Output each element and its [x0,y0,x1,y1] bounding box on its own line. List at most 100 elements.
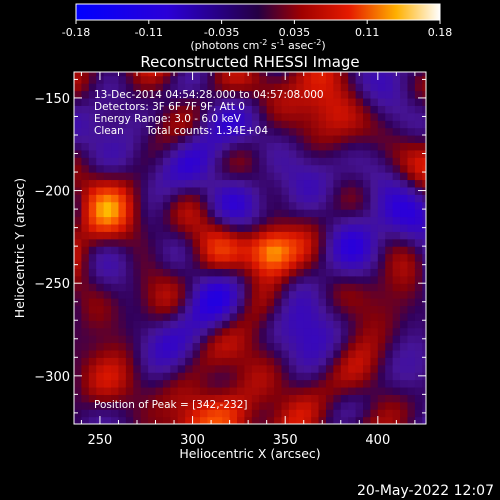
heatmap-cell [392,127,401,136]
heatmap-cell [148,401,157,410]
heatmap-cell [170,216,179,225]
heatmap-cell [333,394,342,403]
heatmap-cell [385,379,394,388]
heatmap-cell [296,409,305,418]
heatmap-cell [140,179,149,188]
heatmap-cell [340,253,349,262]
heatmap-cell [303,238,312,247]
heatmap-cell [400,142,409,151]
heatmap-cell [392,372,401,381]
heatmap-cell [340,164,349,173]
heatmap-cell [244,409,253,418]
heatmap-cell [303,75,312,84]
heatmap-cell [103,105,112,114]
heatmap-cell [140,253,149,262]
heatmap-cell [414,231,423,240]
heatmap-cell [355,105,364,114]
heatmap-cell [237,179,246,188]
heatmap-cell [363,327,372,336]
heatmap-cell [229,342,238,351]
heatmap-cell [148,127,157,136]
heatmap-cell [422,401,426,410]
heatmap-cell [192,298,201,307]
heatmap-cell [125,260,134,269]
heatmap-cell [407,312,416,321]
heatmap-cell [229,268,238,277]
heatmap-cell [333,75,342,84]
heatmap-cell [74,105,83,114]
heatmap-cell [192,72,201,77]
heatmap-cell [296,320,305,329]
heatmap-cell [340,320,349,329]
heatmap-cell [237,364,246,373]
heatmap-cell [288,238,297,247]
heatmap-cell [422,253,426,262]
heatmap-cell [251,112,260,121]
heatmap-cell [370,342,379,351]
heatmap-cell [177,105,186,114]
heatmap-cell [177,157,186,166]
heatmap-cell [192,349,201,358]
heatmap-cell [385,386,394,395]
heatmap-cell [118,238,127,247]
heatmap-cell [251,194,260,203]
heatmap-cell [111,75,120,84]
heatmap-cell [214,90,223,99]
heatmap-cell [192,157,201,166]
heatmap-cell [325,298,334,307]
heatmap-cell [266,253,275,262]
heatmap-cell [125,283,134,292]
heatmap-cell [377,409,386,418]
heatmap-cell [96,194,105,203]
heatmap-cell [125,253,134,262]
heatmap-cell [96,112,105,121]
heatmap-cell [340,105,349,114]
heatmap-cell [81,231,90,240]
heatmap-cell [318,342,327,351]
heatmap-cell [318,164,327,173]
heatmap-cell [170,75,179,84]
heatmap-cell [392,394,401,403]
heatmap-cell [355,90,364,99]
heatmap-cell [392,283,401,292]
heatmap-cell [162,201,171,210]
heatmap-cell [370,186,379,195]
heatmap-cell [348,149,357,158]
heatmap-cell [259,149,268,158]
heatmap-cell [222,342,231,351]
heatmap-cell [185,223,194,232]
heatmap-cell [125,120,134,129]
heatmap-cell [177,75,186,84]
heatmap-cell [192,172,201,181]
heatmap-cell [207,372,216,381]
heatmap-cell [244,342,253,351]
heatmap-cell [222,134,231,143]
heatmap-cell [199,268,208,277]
heatmap-cell [118,401,127,410]
annotation-peak-position: Position of Peak = [342,-232] [94,399,248,411]
heatmap-cell [296,186,305,195]
heatmap-cell [170,223,179,232]
heatmap-cell [214,83,223,92]
heatmap-cell [266,75,275,84]
heatmap-cell [333,349,342,358]
heatmap-cell [325,416,334,424]
heatmap-cell [281,342,290,351]
heatmap-cell [118,194,127,203]
heatmap-cell [207,194,216,203]
heatmap-cell [303,290,312,299]
heatmap-cell [96,305,105,314]
heatmap-cell [303,112,312,121]
heatmap-cell [177,290,186,299]
heatmap-cell [192,149,201,158]
heatmap-cell [185,216,194,225]
heatmap-cell [125,342,134,351]
heatmap-cell [125,312,134,321]
heatmap-cell [222,72,231,77]
heatmap-cell [251,327,260,336]
heatmap-cell [96,97,105,106]
heatmap-cell [296,112,305,121]
heatmap-cell [237,112,246,121]
heatmap-cell [244,179,253,188]
heatmap-cell [407,253,416,262]
